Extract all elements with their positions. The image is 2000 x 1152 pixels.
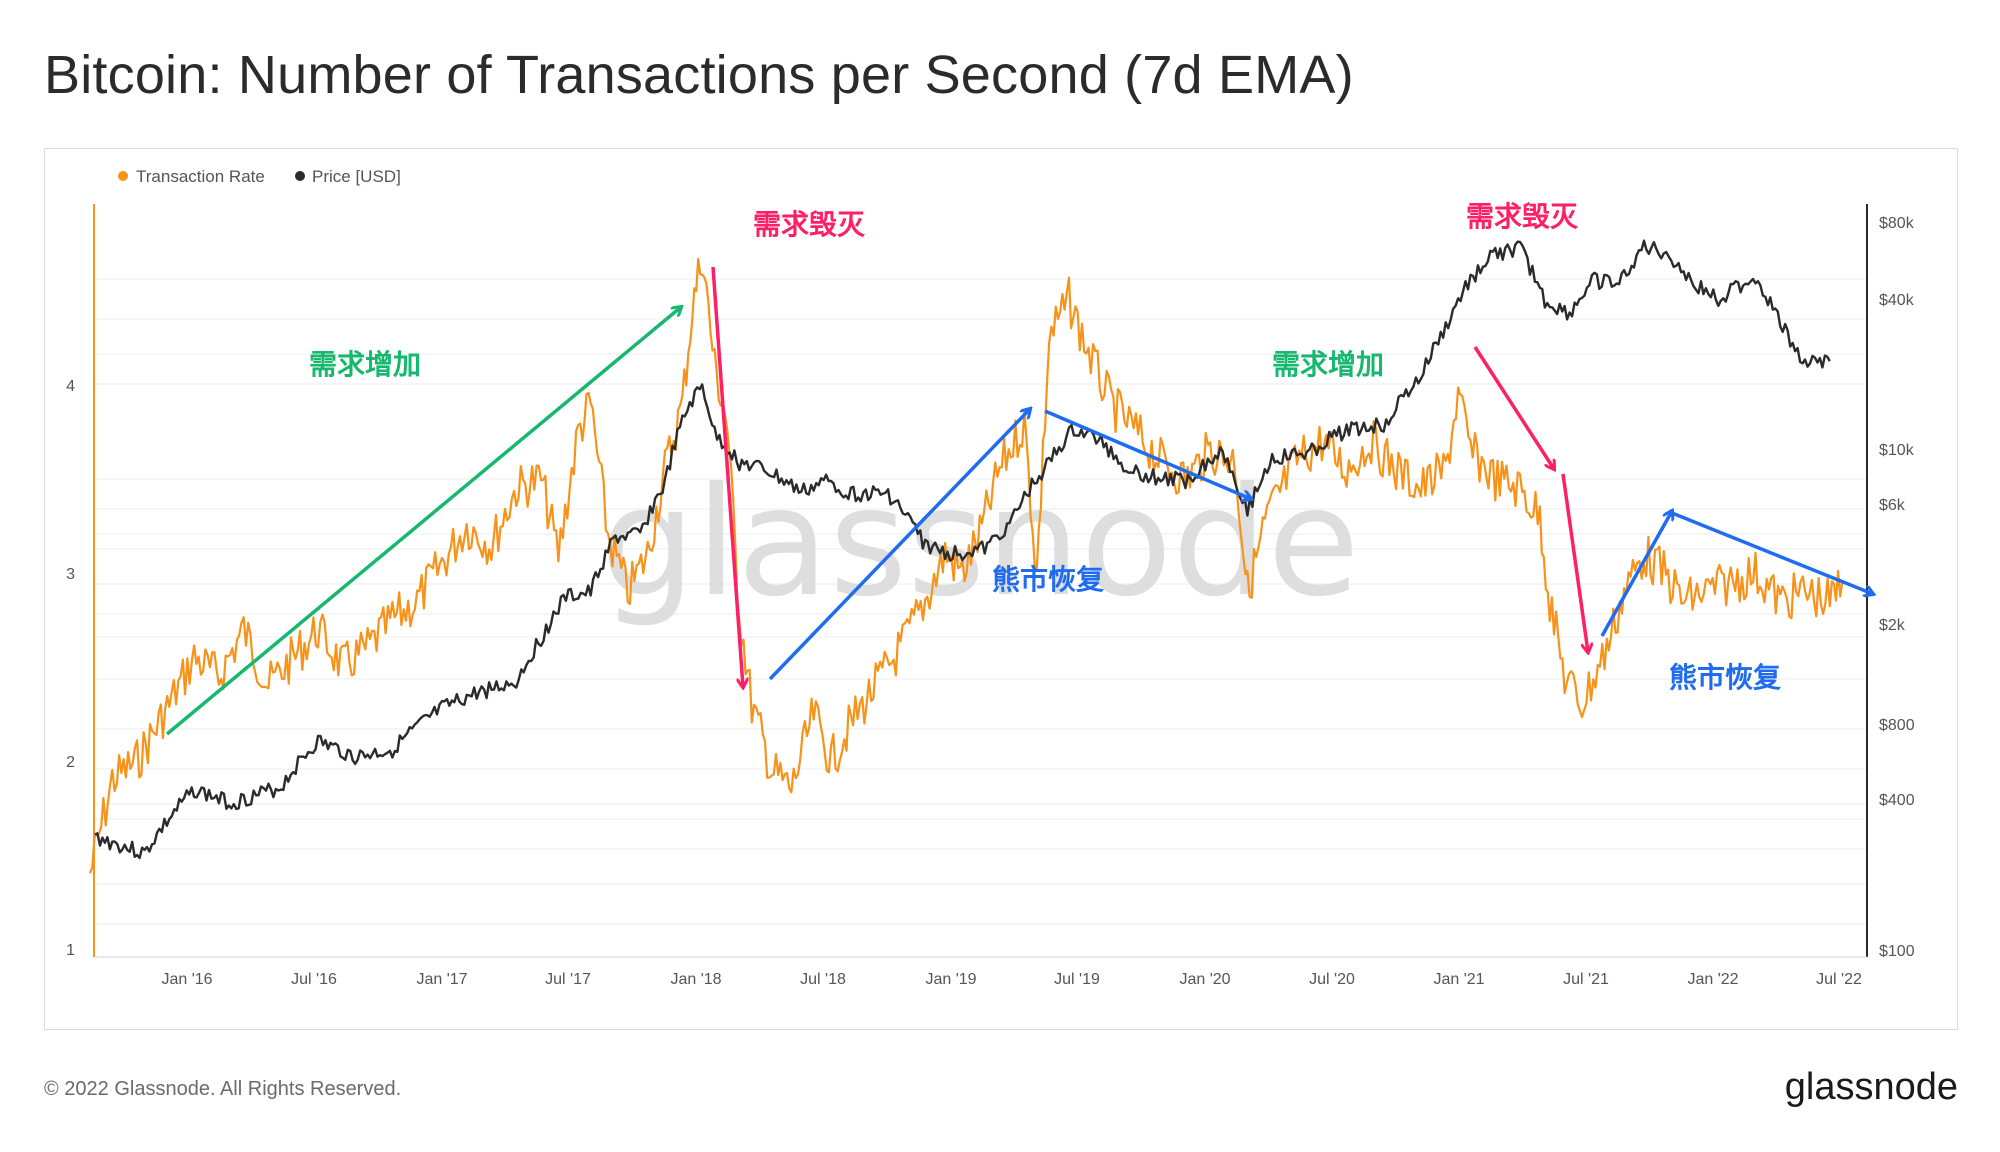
legend-marker-transaction-rate	[118, 171, 128, 181]
left-tick-label: 2	[66, 754, 75, 771]
annotation-arrow	[768, 409, 1030, 681]
x-tick-label: Jan '21	[1433, 971, 1484, 988]
left-tick-label: 1	[66, 942, 75, 959]
annotation-arrow	[711, 266, 743, 687]
right-tick-label: $6k	[1879, 497, 1906, 514]
right-tick-label: $400	[1879, 792, 1915, 809]
x-tick-label: Jan '18	[670, 971, 721, 988]
x-tick-label: Jul '19	[1054, 971, 1100, 988]
left-tick-label: 4	[66, 378, 75, 395]
legend-label-price: Price [USD]	[312, 167, 401, 186]
chart-title: Bitcoin: Number of Transactions per Seco…	[44, 45, 1354, 105]
right-tick-label: $100	[1879, 943, 1915, 960]
x-tick-label: Jan '20	[1179, 971, 1230, 988]
annotation-arrow	[1473, 346, 1554, 469]
x-tick-label: Jul '21	[1563, 971, 1609, 988]
right-tick-label: $800	[1879, 717, 1915, 734]
x-tick-label: Jul '17	[545, 971, 591, 988]
right-tick-label: $40k	[1879, 292, 1915, 309]
x-tick-label: Jul '18	[800, 971, 846, 988]
x-tick-label: Jul '16	[291, 971, 337, 988]
right-tick-label: $10k	[1879, 442, 1915, 459]
annotation-arrow	[1561, 473, 1588, 652]
x-tick-label: Jan '22	[1687, 971, 1738, 988]
chart-panel: glassnode Transaction Rate Price [USD] 1 2 3 4…	[44, 148, 1958, 1030]
legend-label-transaction-rate: Transaction Rate	[136, 167, 265, 186]
annotation-arrow	[165, 307, 681, 736]
x-tick-label: Jan '17	[416, 971, 467, 988]
series-line-price	[94, 239, 1831, 860]
copyright-text: © 2022 Glassnode. All Rights Reserved.	[44, 1078, 402, 1100]
right-tick-label: $2k	[1879, 617, 1906, 634]
annotation-label: 需求毁灭	[753, 208, 866, 241]
annotation-label: 需求增加	[1272, 348, 1384, 381]
annotation-arrow	[1044, 409, 1251, 499]
right-tick-label: $80k	[1879, 215, 1915, 232]
annotation-arrow	[1671, 511, 1873, 594]
legend-marker-price	[295, 171, 305, 181]
x-tick-label: Jan '19	[925, 971, 976, 988]
x-tick-label: Jan '16	[161, 971, 212, 988]
x-tick-label: Jul '22	[1816, 971, 1862, 988]
annotation-label: 需求增加	[309, 348, 421, 381]
left-tick-label: 3	[66, 566, 75, 583]
brand-logo-text: glassnode	[1784, 1066, 1958, 1108]
x-tick-label: Jul '20	[1309, 971, 1355, 988]
annotation-label: 需求毁灭	[1466, 200, 1579, 233]
series-line-transaction-rate	[88, 257, 1844, 874]
annotation-arrow	[1600, 511, 1672, 637]
annotation-label: 熊市恢复	[1669, 661, 1781, 694]
annotation-label: 熊市恢复	[992, 563, 1104, 596]
